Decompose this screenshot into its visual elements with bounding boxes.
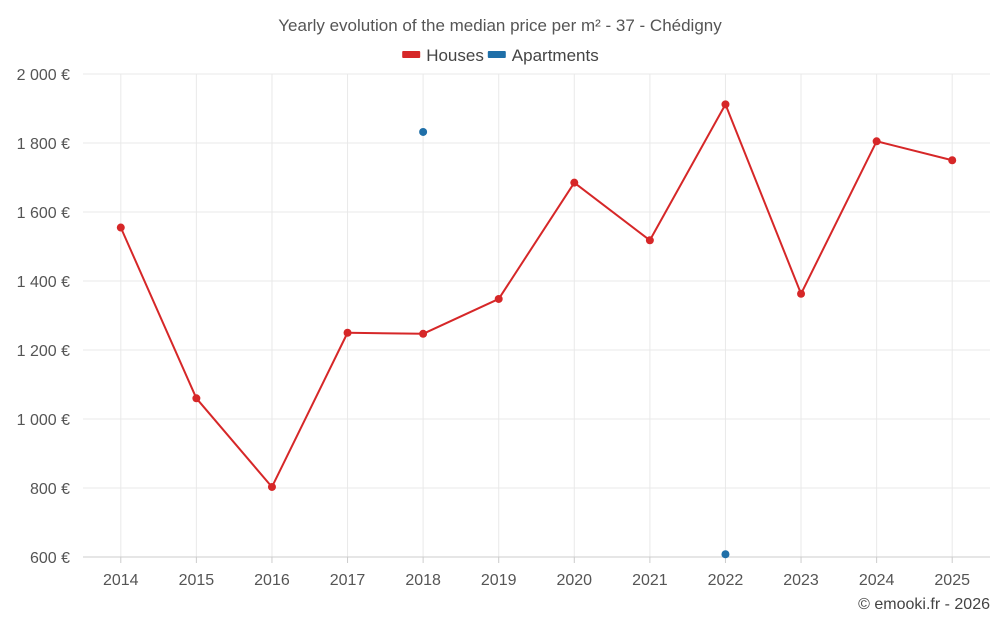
data-point[interactable]	[343, 328, 352, 337]
data-point[interactable]	[494, 294, 503, 303]
series-line-segment	[346, 331, 425, 335]
data-point[interactable]	[872, 137, 881, 146]
data-point[interactable]	[797, 289, 806, 298]
y-tick-label: 2 000 €	[17, 67, 70, 84]
data-point[interactable]	[721, 100, 730, 109]
legend-swatch	[402, 51, 421, 58]
x-tick-label: 2015	[179, 572, 215, 589]
x-tick-label: 2025	[934, 572, 970, 589]
series-houses	[116, 100, 957, 491]
x-tick-label: 2022	[708, 572, 744, 589]
x-tick-label: 2020	[556, 572, 592, 589]
series-line-segment	[648, 103, 727, 242]
legend-item-apartments[interactable]: Apartments	[487, 46, 599, 65]
x-tick-label: 2016	[254, 572, 290, 589]
x-tick-label: 2014	[103, 572, 139, 589]
chart-title: Yearly evolution of the median price per…	[278, 16, 722, 35]
legend-item-houses[interactable]: Houses	[402, 46, 484, 65]
data-point[interactable]	[192, 394, 201, 403]
data-point[interactable]	[419, 329, 428, 338]
grid	[83, 73, 990, 557]
series-line-segment	[875, 140, 954, 162]
data-point[interactable]	[948, 156, 957, 165]
data-point[interactable]	[645, 236, 654, 245]
x-tick-label: 2018	[405, 572, 441, 589]
series-line-segment	[800, 140, 878, 295]
series-line-segment	[724, 103, 803, 295]
data-point[interactable]	[419, 127, 428, 136]
y-tick-label: 1 200 €	[17, 343, 70, 360]
x-tick-label: 2023	[783, 572, 819, 589]
x-tick-label: 2021	[632, 572, 668, 589]
y-tick-label: 1 000 €	[17, 412, 70, 429]
y-tick-label: 800 €	[30, 481, 70, 498]
x-tick-label: 2024	[859, 572, 895, 589]
legend-label: Apartments	[512, 46, 599, 65]
series-line-segment	[497, 181, 576, 300]
series-line-segment	[573, 181, 651, 242]
series-line-segment	[422, 297, 500, 335]
series-line-segment	[270, 331, 349, 488]
series-apartments	[419, 127, 730, 559]
data-point[interactable]	[570, 178, 579, 187]
y-tick-label: 1 600 €	[17, 205, 70, 222]
series-layer	[116, 100, 957, 559]
x-tick-label: 2019	[481, 572, 517, 589]
data-point[interactable]	[267, 482, 276, 491]
legend-label: Houses	[426, 46, 484, 65]
y-tick-label: 1 800 €	[17, 136, 70, 153]
series-line-segment	[195, 397, 273, 488]
data-point[interactable]	[721, 550, 730, 559]
legend-swatch	[487, 51, 506, 58]
legend: Houses Apartments	[402, 46, 599, 65]
y-tick-label: 600 €	[30, 550, 70, 567]
data-point[interactable]	[116, 223, 125, 232]
x-tick-label: 2017	[330, 572, 366, 589]
credit-text: © emooki.fr - 2026	[858, 596, 990, 613]
series-line-segment	[119, 226, 198, 400]
axes: 600 € 800 € 1 000 € 1 200 € 1 400 € 1 600 € 1 …	[17, 67, 990, 589]
y-tick-label: 1 400 €	[17, 274, 70, 291]
